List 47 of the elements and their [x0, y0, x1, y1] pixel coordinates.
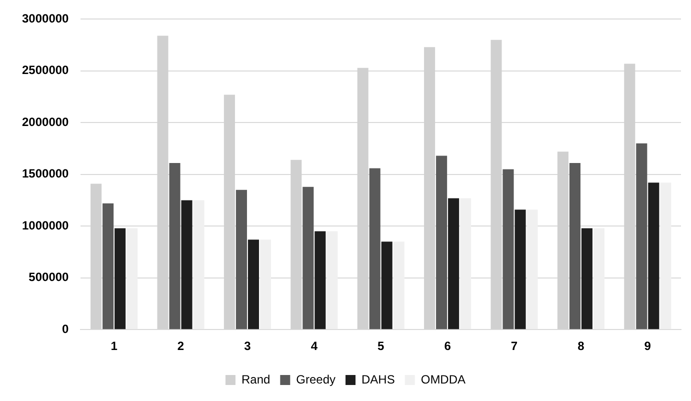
x-tick-label: 2 [177, 339, 184, 354]
bar [302, 186, 314, 330]
y-tick-label: 1000000 [22, 218, 70, 232]
x-tick-label: 3 [244, 339, 252, 354]
bar [593, 228, 604, 330]
x-tick-label: 5 [378, 339, 385, 354]
bar [648, 182, 660, 330]
y-tick-label: 0 [62, 322, 70, 336]
bar [526, 210, 538, 330]
bar [448, 198, 460, 330]
bar [102, 203, 114, 330]
bar [260, 240, 271, 330]
bar [436, 156, 448, 330]
y-tick-label: 2000000 [22, 114, 70, 129]
y-tick-label: 1500000 [22, 166, 70, 181]
bar [126, 228, 138, 330]
bar [660, 182, 672, 330]
bar [326, 231, 338, 330]
bar [114, 228, 126, 330]
bar [581, 228, 592, 330]
x-tick-label: 1 [110, 339, 118, 354]
legend-label: DAHS [362, 372, 395, 386]
legend-label: Rand [241, 372, 270, 386]
bar [236, 190, 247, 330]
bar [248, 240, 259, 330]
bar [169, 163, 180, 330]
bar [181, 200, 192, 330]
bar [460, 198, 472, 330]
bar [314, 231, 326, 330]
x-tick-label: 9 [644, 339, 652, 354]
bar [193, 200, 204, 330]
x-tick-label: 7 [510, 339, 518, 354]
bar [502, 169, 514, 330]
bar [514, 210, 526, 330]
bar [381, 242, 392, 330]
legend-label: OMDDA [420, 372, 466, 386]
bar [369, 168, 380, 330]
x-tick-label: 8 [578, 339, 585, 354]
x-tick-label: 4 [310, 339, 318, 354]
x-tick-label: 6 [444, 339, 452, 354]
bar [569, 163, 580, 330]
y-tick-label: 2500000 [22, 63, 70, 78]
bar [636, 143, 648, 330]
y-tick-label: 3000000 [22, 12, 70, 26]
bar [393, 242, 404, 330]
y-tick-label: 500000 [28, 270, 70, 284]
legend-label: Greedy [296, 372, 336, 386]
